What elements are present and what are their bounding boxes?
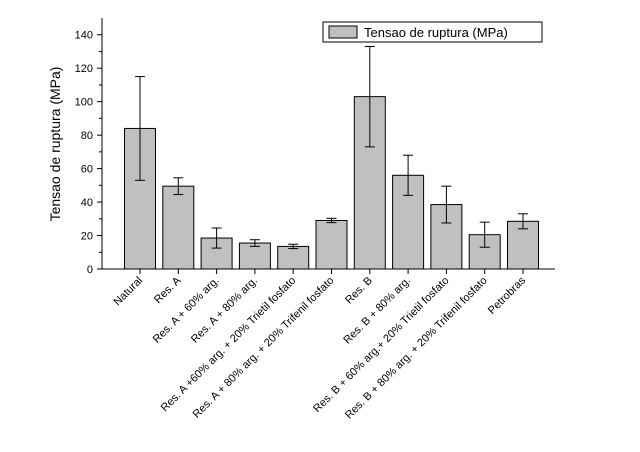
x-tick-label: Natural [112, 275, 146, 309]
bar [162, 185, 195, 270]
legend-swatch [328, 25, 358, 39]
y-tick-label: 120 [75, 63, 93, 75]
error-bars-group [135, 45, 528, 250]
y-ticks-group: 0 20 40 60 80 100 120 140 [75, 30, 102, 276]
axes-group [101, 18, 555, 270]
y-axis-label: Tensao de ruptura (MPa) [47, 67, 63, 222]
x-tick-label: Res. B + 60% arg.+ 20% Trietil fosfato [311, 275, 451, 415]
bars-group [124, 96, 539, 270]
y-tick-label: 100 [75, 97, 93, 109]
bar [392, 174, 425, 270]
y-tick-label: 40 [81, 197, 93, 209]
x-tick-label: Res. B [343, 275, 375, 307]
y-tick-label: 0 [87, 264, 93, 276]
y-tick-label: 20 [81, 231, 93, 243]
x-tick-label: Res. B + 80% arg. + 20% Trifenil fosfato [343, 275, 490, 422]
x-tick-label: Res. A +60% arg. + 20% Trietil fosfato [159, 275, 298, 414]
x-tick-label: Petrobras [486, 274, 529, 317]
y-tick-label: 80 [81, 130, 93, 142]
bar [277, 245, 310, 270]
legend: Tensao de ruptura (MPa) [322, 21, 543, 43]
y-tick-label: 140 [75, 30, 93, 42]
x-tick-label: Res. A + 80% arg. + 20% Trifenil fosfato [191, 275, 337, 421]
x-tick-label: Res. B + 80% arg. [341, 275, 413, 347]
legend-label: Tensao de ruptura (MPa) [364, 25, 508, 40]
x-tick-label: Res. A + 80% arg. [189, 275, 260, 346]
bar [238, 242, 271, 270]
x-tick-label: Res. A [152, 274, 184, 306]
x-tick-label: Res. A + 60% arg. [151, 275, 222, 346]
bar [315, 219, 348, 270]
legend-box [322, 21, 543, 43]
y-tick-label: 60 [81, 164, 93, 176]
